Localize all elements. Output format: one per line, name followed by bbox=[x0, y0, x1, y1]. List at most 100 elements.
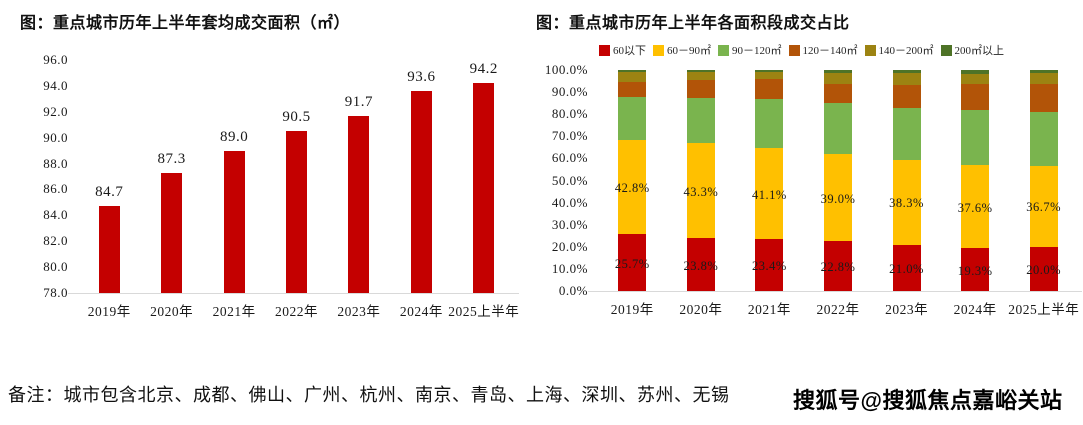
x-tick-label: 2022年 bbox=[816, 302, 860, 317]
bar bbox=[473, 83, 495, 293]
x-tick-label: 2024年 bbox=[399, 304, 443, 319]
bar-value-label: 94.2 bbox=[469, 61, 498, 78]
y-tick-label: 88.0 bbox=[43, 155, 68, 171]
bar bbox=[286, 131, 307, 293]
bar-segment bbox=[892, 73, 921, 86]
legend-item: 60－90㎡ bbox=[653, 42, 711, 58]
y-tick-label: 92.0 bbox=[43, 103, 68, 119]
bar-segment bbox=[961, 84, 990, 111]
legend-swatch-icon bbox=[864, 44, 876, 56]
bar-segment bbox=[755, 239, 784, 291]
y-tick-label: 10.0% bbox=[551, 260, 588, 276]
bar bbox=[223, 150, 245, 293]
legend-label: 200㎡以上 bbox=[954, 45, 1005, 57]
x-tick-label: 2020年 bbox=[150, 304, 194, 319]
segment-value-label: 43.3% bbox=[683, 184, 719, 199]
x-tick-label: 2019年 bbox=[610, 302, 654, 317]
legend-label: 60以下 bbox=[613, 45, 646, 57]
area-share-stacked-chart-plot: 0.0% 10.0% 20.0% 30.0% 40.0% 50.0% 60.0% 70.0% 8… bbox=[545, 62, 1082, 317]
segment-value-label: 20.0% bbox=[1026, 262, 1062, 277]
y-tick-label: 94.0 bbox=[43, 77, 68, 93]
bar-value-label: 90.5 bbox=[282, 109, 311, 126]
x-tick-label: 2025上半年 bbox=[1008, 302, 1080, 317]
segment-value-label: 39.0% bbox=[820, 191, 856, 206]
segment-value-label: 36.7% bbox=[1026, 200, 1062, 215]
y-tick-label: 78.0 bbox=[43, 285, 68, 300]
x-tick-label: 2021年 bbox=[747, 302, 791, 317]
bar-segment bbox=[892, 70, 921, 74]
bar-segment bbox=[824, 70, 852, 74]
bar-segment bbox=[755, 79, 784, 99]
legend-item: 120－140㎡ bbox=[788, 42, 858, 58]
bar-segment bbox=[686, 238, 715, 291]
bar-segment bbox=[686, 72, 715, 81]
bar bbox=[161, 172, 183, 293]
bar-segment bbox=[618, 72, 647, 82]
legend-label: 140－200㎡ bbox=[878, 45, 934, 57]
y-tick-label: 0.0% bbox=[558, 283, 588, 298]
bar-segment bbox=[1029, 70, 1058, 74]
segment-value-label: 23.8% bbox=[683, 258, 719, 273]
bar-segment bbox=[824, 102, 852, 155]
x-tick-label: 2022年 bbox=[275, 304, 318, 319]
segment-value-label: 41.1% bbox=[752, 187, 787, 202]
y-tick-label: 40.0% bbox=[551, 194, 588, 210]
bar-segment bbox=[1029, 165, 1058, 247]
bar bbox=[410, 91, 432, 293]
bar-segment bbox=[755, 98, 784, 149]
y-tick-label: 100.0% bbox=[544, 62, 588, 77]
bar-segment bbox=[618, 70, 647, 73]
legend-item: 200㎡以上 bbox=[940, 42, 1005, 58]
bar-value-label: 89.0 bbox=[219, 128, 249, 145]
bar-segment bbox=[961, 165, 990, 249]
bar-segment bbox=[1029, 83, 1058, 112]
bar-segment bbox=[686, 142, 715, 239]
legend-label: 90－120㎡ bbox=[732, 45, 782, 57]
legend-item: 140－200㎡ bbox=[864, 42, 934, 58]
legend-item: 90－120㎡ bbox=[718, 42, 782, 58]
x-tick-label: 2024年 bbox=[953, 302, 997, 317]
bar-segment bbox=[961, 248, 990, 291]
x-tick-label: 2025上半年 bbox=[448, 304, 520, 319]
x-tick-label: 2020年 bbox=[679, 302, 723, 317]
bar-segment bbox=[686, 80, 715, 99]
bar-segment bbox=[686, 98, 715, 143]
legend-label: 60－90㎡ bbox=[667, 45, 711, 57]
segment-value-label: 22.8% bbox=[820, 259, 856, 274]
bar-value-label: 93.6 bbox=[407, 69, 436, 86]
legend-swatch-icon bbox=[788, 44, 800, 56]
bar-segment bbox=[686, 70, 715, 73]
y-tick-label: 20.0% bbox=[551, 238, 588, 254]
y-tick-label: 84.0 bbox=[43, 207, 68, 223]
bar bbox=[98, 206, 120, 293]
bar-segment bbox=[824, 73, 852, 85]
y-tick-label: 50.0% bbox=[551, 172, 588, 188]
y-tick-label: 96.0 bbox=[43, 52, 68, 67]
watermark: 搜狐号@搜狐焦点嘉峪关站 bbox=[793, 388, 1063, 413]
bar-segment bbox=[824, 240, 852, 291]
legend-swatch-icon bbox=[718, 44, 729, 56]
x-tick-label: 2019年 bbox=[87, 304, 131, 319]
y-tick-label: 82.0 bbox=[43, 233, 68, 249]
footnote: 备注：城市包含北京、成都、佛山、广州、杭州、南京、青岛、上海、深圳、苏州、无锡 bbox=[8, 385, 730, 405]
bar-segment bbox=[961, 110, 990, 166]
bar-segment bbox=[618, 81, 647, 98]
bar-segment bbox=[892, 159, 921, 245]
bar-segment bbox=[755, 70, 784, 73]
bar-value-label: 87.3 bbox=[157, 150, 186, 167]
bar-segment bbox=[824, 154, 852, 241]
segment-value-label: 37.6% bbox=[957, 200, 993, 215]
legend-swatch-icon bbox=[653, 44, 664, 56]
avg-area-bar-chart-plot: 78.0 80.0 82.0 84.0 86.0 88.0 90.0 92.0 94.0 96.0… bbox=[43, 52, 519, 319]
left-chart-title: 图：重点城市历年上半年套均成交面积（㎡） bbox=[20, 15, 351, 32]
bar-segment bbox=[892, 244, 921, 291]
bar-segment bbox=[755, 148, 784, 240]
y-tick-label: 86.0 bbox=[43, 181, 68, 197]
x-tick-label: 2023年 bbox=[337, 304, 381, 319]
bar-segment bbox=[618, 234, 647, 291]
x-axis-line bbox=[68, 293, 519, 294]
y-tick-label: 90.0 bbox=[43, 129, 68, 145]
legend-swatch-icon bbox=[940, 44, 952, 56]
y-tick-label: 60.0% bbox=[551, 150, 588, 166]
